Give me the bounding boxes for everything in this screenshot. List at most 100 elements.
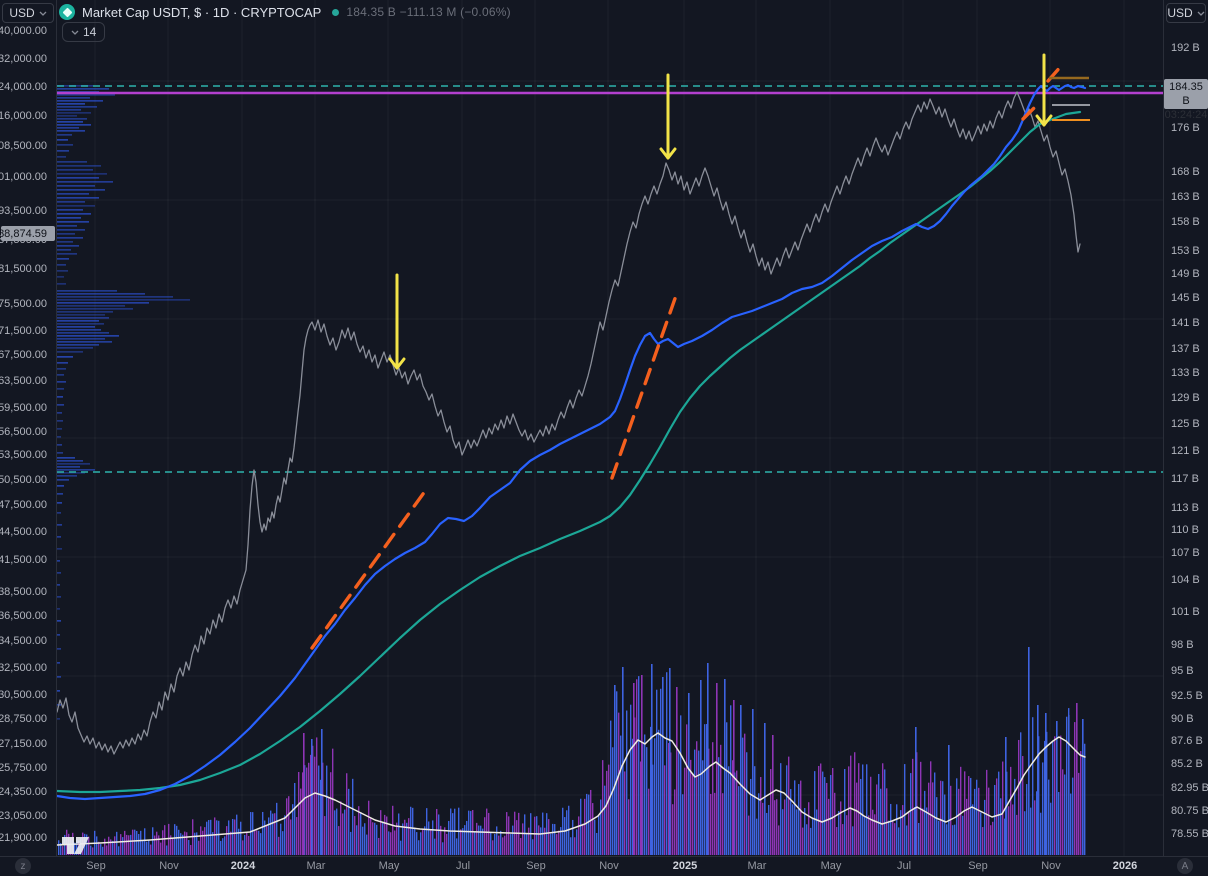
price-label: 116,000.00	[0, 110, 47, 122]
price-label: 108,500.00	[0, 140, 47, 152]
price-label: 101 B	[1171, 606, 1200, 618]
price-label: 38,500.00	[0, 586, 47, 598]
time-label: Sep	[968, 860, 988, 872]
orange-trendline[interactable]	[310, 485, 430, 650]
price-label: 92.5 B	[1171, 690, 1203, 702]
price-label: 140,000.00	[0, 25, 47, 37]
price-label: 27,150.00	[0, 738, 47, 750]
time-label: Nov	[599, 860, 619, 872]
time-label: Sep	[86, 860, 106, 872]
price-axis-right[interactable]: 192 B 176 B 168 B 163 B 158 B 153 B 149 B 145 B…	[1163, 0, 1208, 857]
price-label: 28,750.00	[0, 713, 47, 725]
price-label: 168 B	[1171, 166, 1200, 178]
right-scale-currency-button[interactable]: USD	[1166, 3, 1206, 23]
price-label: 44,500.00	[0, 526, 47, 538]
orange-trendline[interactable]	[1021, 104, 1038, 121]
price-label: 53,500.00	[0, 449, 47, 461]
price-label: 36,500.00	[0, 610, 47, 622]
price-label: 30,500.00	[0, 689, 47, 701]
price-label: 149 B	[1171, 268, 1200, 280]
price-label: 85.2 B	[1171, 758, 1203, 770]
time-label: Nov	[1041, 860, 1061, 872]
left-scale-currency-button[interactable]: USD	[2, 3, 54, 23]
yellow-arrows	[388, 53, 1053, 370]
indicator-toggle-button[interactable]: 14	[62, 22, 106, 42]
time-axis[interactable]: Sep Nov 2024 Mar May Jul Sep Nov 2025 Mar May Jul Se…	[0, 856, 1208, 876]
chevron-down-icon	[39, 11, 47, 16]
volume-bars	[58, 647, 1086, 855]
timezone-button[interactable]: z	[15, 858, 31, 874]
time-label: May	[820, 860, 842, 872]
price-label: 163 B	[1171, 191, 1200, 203]
price-label: 23,050.00	[0, 810, 47, 822]
time-label: 2024	[230, 860, 256, 872]
time-label: 2025	[672, 860, 698, 872]
level-segments	[1049, 76, 1090, 121]
price-axis-left[interactable]: 140,000.00 132,000.00 124,000.00 116,000.00…	[0, 0, 57, 857]
price-label: 107 B	[1171, 547, 1200, 559]
cryptocap-logo-icon	[59, 4, 75, 20]
volume-profile	[57, 85, 190, 720]
price-label: 59,500.00	[0, 402, 47, 414]
time-label: Mar	[306, 860, 326, 872]
price-label: 124,000.00	[0, 81, 47, 93]
price-label: 104 B	[1171, 574, 1200, 586]
teal-ma-line	[55, 110, 1082, 794]
price-label: 132,000.00	[0, 53, 47, 65]
time-label: Mar	[747, 860, 767, 872]
price-label: 110 B	[1171, 524, 1199, 536]
down-arrow-head-icon	[1035, 114, 1053, 127]
price-label: 117 B	[1171, 473, 1199, 485]
price-label: 137 B	[1171, 343, 1200, 355]
price-label: 56,500.00	[0, 426, 47, 438]
time-label: May	[378, 860, 400, 872]
price-label: 71,500.00	[0, 325, 47, 337]
btc-price-gray-line	[56, 91, 1081, 755]
price-label: 80.75 B	[1171, 805, 1208, 817]
price-label: 129 B	[1171, 392, 1200, 404]
price-label: 50,500.00	[0, 474, 47, 486]
price-label: 34,500.00	[0, 635, 47, 647]
price-label: 192 B	[1171, 42, 1200, 54]
horizontal-levels	[57, 85, 1163, 473]
price-label: 133 B	[1171, 367, 1200, 379]
price-label: 90 B	[1171, 713, 1194, 725]
crosshair-price-badge: 88,874.59	[0, 226, 55, 241]
price-label: 121 B	[1171, 445, 1200, 457]
price-label: 176 B	[1171, 122, 1200, 134]
time-label: Sep	[526, 860, 546, 872]
price-label: 41,500.00	[0, 554, 47, 566]
usdt-marketcap-blue-line	[55, 83, 1087, 801]
price-label: 98 B	[1171, 639, 1194, 651]
price-label: 101,000.00	[0, 171, 47, 183]
chevron-down-icon	[71, 30, 79, 35]
price-label: 145 B	[1171, 292, 1200, 304]
market-status-icon	[332, 8, 340, 16]
right-scale-currency-label: USD	[1167, 6, 1193, 20]
auto-scale-button[interactable]: A	[1177, 858, 1193, 874]
down-arrow-head-icon	[388, 357, 406, 370]
orange-trendline[interactable]	[610, 288, 680, 480]
price-change-value: −111.13 M (−0.06%)	[399, 5, 511, 19]
indicator-toggle-label: 14	[83, 25, 97, 39]
price-label: 78.55 B	[1171, 828, 1208, 840]
price-label: 82.95 B	[1171, 782, 1208, 794]
down-arrow-head-icon	[659, 147, 677, 160]
price-label: 75,500.00	[0, 298, 47, 310]
last-value: 184.35 B	[1169, 81, 1203, 107]
trendlines	[310, 63, 1064, 650]
price-label: 87.6 B	[1171, 735, 1203, 747]
time-label: Jul	[455, 860, 471, 872]
price-label: 25,750.00	[0, 762, 47, 774]
price-label: 47,500.00	[0, 499, 47, 511]
time-label: Nov	[159, 860, 179, 872]
symbol-title[interactable]: Market Cap USDT, $ · 1D · CRYPTOCAP	[82, 4, 322, 20]
symbol-header: Market Cap USDT, $ · 1D · CRYPTOCAP 184.…	[59, 4, 511, 20]
last-value-badge: 184.35 B 03:24:24	[1164, 79, 1208, 121]
time-label: 2026	[1112, 860, 1138, 872]
price-label: 63,500.00	[0, 375, 47, 387]
price-series	[55, 83, 1087, 801]
price-label: 24,350.00	[0, 786, 47, 798]
price-label: 67,500.00	[0, 349, 47, 361]
